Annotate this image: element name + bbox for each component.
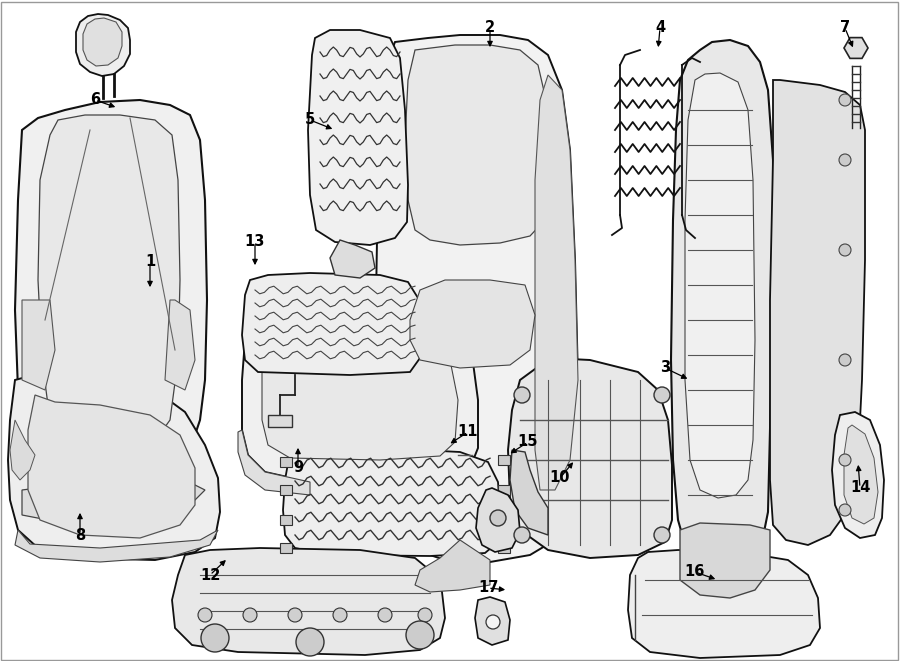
Text: 9: 9	[292, 461, 303, 475]
Text: 1: 1	[145, 254, 155, 270]
Text: 17: 17	[478, 580, 499, 596]
Circle shape	[378, 608, 392, 622]
Polygon shape	[410, 280, 535, 368]
Polygon shape	[262, 326, 458, 460]
Circle shape	[654, 527, 670, 543]
Polygon shape	[28, 395, 195, 538]
Polygon shape	[476, 488, 520, 552]
Circle shape	[201, 624, 229, 652]
Polygon shape	[330, 240, 375, 278]
Polygon shape	[844, 425, 878, 524]
Polygon shape	[283, 448, 500, 556]
Bar	[498, 485, 510, 495]
Bar	[280, 543, 292, 553]
Bar	[280, 457, 292, 467]
Circle shape	[839, 504, 851, 516]
Polygon shape	[415, 540, 490, 592]
Circle shape	[296, 628, 324, 656]
Polygon shape	[15, 100, 207, 515]
Text: 6: 6	[90, 93, 100, 108]
Circle shape	[839, 94, 851, 106]
Polygon shape	[405, 45, 550, 245]
Bar	[280, 485, 292, 495]
Text: 7: 7	[840, 20, 850, 36]
Text: 16: 16	[685, 564, 706, 580]
Circle shape	[288, 608, 302, 622]
Circle shape	[486, 615, 500, 629]
Polygon shape	[671, 40, 773, 568]
Polygon shape	[685, 73, 755, 498]
Circle shape	[406, 621, 434, 649]
Text: 2: 2	[485, 20, 495, 36]
Polygon shape	[475, 597, 510, 645]
Text: 12: 12	[200, 568, 220, 582]
Circle shape	[198, 608, 212, 622]
Text: 3: 3	[660, 360, 670, 375]
Polygon shape	[510, 450, 548, 535]
Bar	[498, 543, 510, 553]
Polygon shape	[508, 358, 672, 558]
Polygon shape	[76, 14, 130, 76]
Polygon shape	[83, 18, 122, 66]
Polygon shape	[238, 430, 310, 495]
Circle shape	[839, 454, 851, 466]
Polygon shape	[242, 314, 478, 484]
Polygon shape	[242, 273, 422, 375]
Text: 8: 8	[75, 527, 86, 543]
Polygon shape	[535, 75, 578, 490]
Circle shape	[839, 244, 851, 256]
Bar	[268, 415, 292, 427]
Polygon shape	[628, 550, 820, 658]
Circle shape	[418, 608, 432, 622]
Circle shape	[654, 387, 670, 403]
Circle shape	[243, 608, 257, 622]
Text: 5: 5	[305, 112, 315, 128]
Polygon shape	[22, 300, 55, 390]
Circle shape	[514, 527, 530, 543]
Polygon shape	[22, 475, 205, 530]
Polygon shape	[10, 420, 35, 480]
Text: 10: 10	[550, 471, 571, 485]
Circle shape	[490, 510, 506, 526]
Polygon shape	[308, 30, 408, 245]
Bar	[498, 515, 510, 525]
Circle shape	[514, 387, 530, 403]
Polygon shape	[680, 523, 770, 598]
Polygon shape	[38, 115, 180, 458]
Circle shape	[839, 354, 851, 366]
Text: 15: 15	[518, 434, 538, 449]
Polygon shape	[844, 38, 868, 58]
Bar	[280, 515, 292, 525]
Polygon shape	[376, 35, 578, 562]
Polygon shape	[165, 300, 195, 390]
Polygon shape	[15, 530, 218, 562]
Polygon shape	[770, 80, 865, 545]
Text: 11: 11	[458, 424, 478, 440]
Text: 4: 4	[655, 20, 665, 36]
Bar	[498, 455, 510, 465]
Text: 14: 14	[850, 481, 870, 496]
Circle shape	[839, 154, 851, 166]
Text: 13: 13	[245, 235, 266, 249]
Polygon shape	[832, 412, 884, 538]
Circle shape	[333, 608, 347, 622]
Polygon shape	[172, 548, 445, 655]
Polygon shape	[8, 375, 220, 560]
